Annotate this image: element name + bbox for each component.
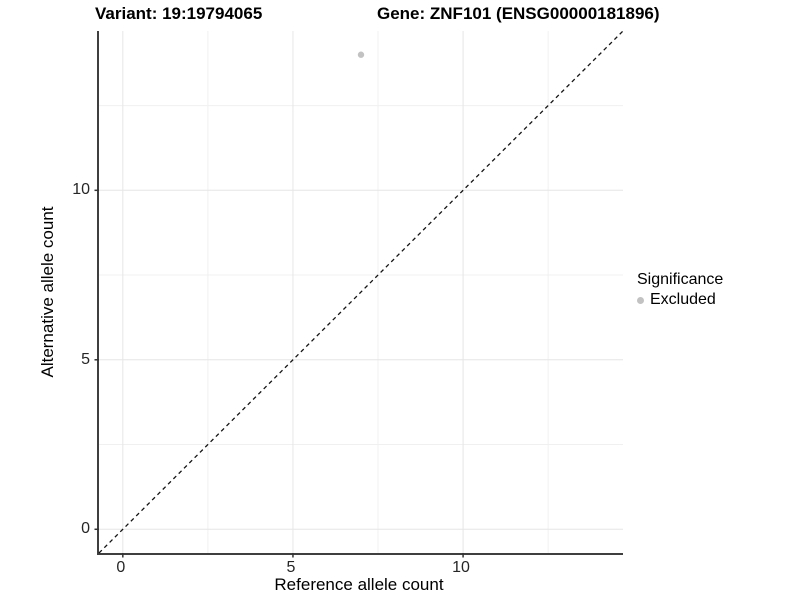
plot-canvas [94,30,624,558]
x-axis-title: Reference allele count [274,575,444,594]
chart-title-variant: Variant: 19:19794065 [95,4,263,23]
chart-title-gene: Gene: ZNF101 (ENSG00000181896) [377,4,660,23]
y-tick-label: 5 [81,350,90,368]
data-point [357,51,365,58]
legend-item-excluded: Excluded [637,291,723,309]
y-tick-label: 10 [72,181,90,199]
x-tick-label: 10 [452,559,470,576]
x-tick-label: 5 [286,559,296,576]
y-tick-label: 0 [81,520,90,538]
legend-item-label: Excluded [650,291,716,308]
identity-line [98,30,624,554]
y-axis-title: Alternative allele count [38,206,57,378]
plot-panel [94,30,624,558]
x-tick-label: 0 [116,559,126,576]
legend-point-icon [637,296,644,304]
legend: Significance Excluded [637,271,723,309]
legend-title: Significance [637,271,724,288]
